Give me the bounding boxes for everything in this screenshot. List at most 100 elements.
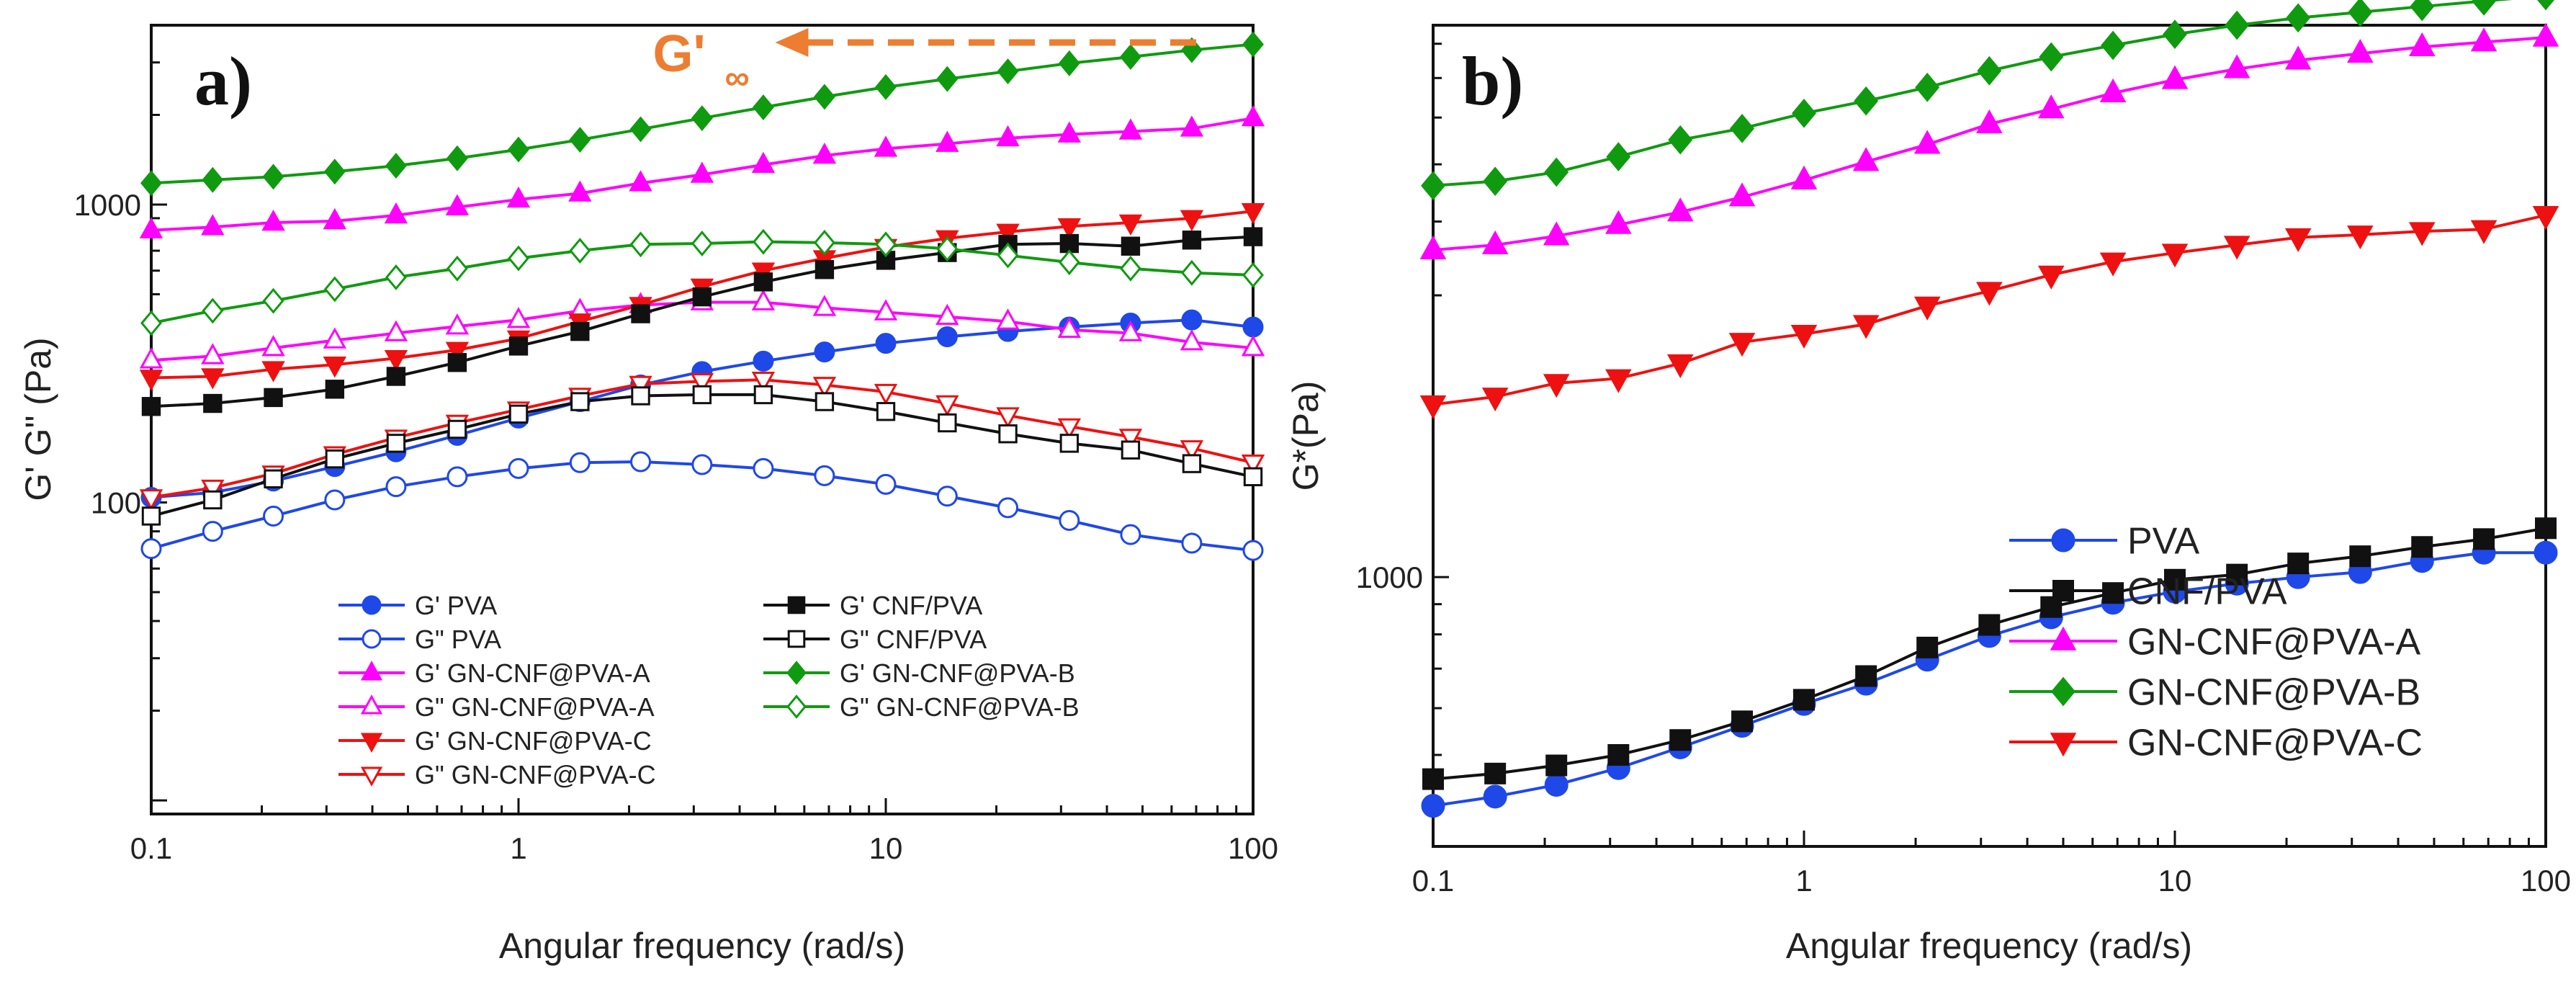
panel-b-data-point <box>1484 762 1507 784</box>
panel-b-data-point <box>2410 0 2435 22</box>
panel-a-data-point <box>1180 37 1203 63</box>
panel-b-data-point <box>1916 636 1939 658</box>
panel-b-data-point <box>1854 86 1879 116</box>
panel-a-data-point <box>814 465 835 486</box>
panel-a-data-point <box>262 164 284 190</box>
panel-a-data-point <box>508 457 529 479</box>
panel-b-data-point <box>2470 220 2498 244</box>
panel-a-data-point <box>936 66 959 92</box>
panel-a-data-point <box>875 473 897 495</box>
panel-a-data-point <box>1241 104 1265 127</box>
panel-a-data-point <box>998 424 1018 444</box>
panel-b-data-point <box>1852 147 1880 171</box>
panel-a-data-point <box>814 392 835 411</box>
panel-a-data-point <box>139 347 163 369</box>
panel-a-data-point <box>386 434 406 453</box>
panel-a-data-point <box>936 326 958 347</box>
panel-a-data-point <box>323 158 346 185</box>
panel-b-data-point <box>2225 10 2250 40</box>
panel-a-data-point <box>1241 335 1265 357</box>
panel-a-data-point <box>325 449 345 469</box>
panel-b-legend-label: GN-CNF@PVA-C <box>2127 723 2423 764</box>
panel-a-data-point <box>1057 218 1082 240</box>
panel-a-data-point <box>447 419 467 439</box>
panel-a-data-point <box>570 392 590 411</box>
panel-b-legend-item: PVA <box>2009 521 2200 563</box>
panel-a-data-point <box>996 407 1020 429</box>
panel-b-legend-marker <box>2051 528 2075 553</box>
panel-b-data-point <box>1421 171 1445 201</box>
panel-b-x-axis-label: Angular frequency (rad/s) <box>1786 926 2192 966</box>
panel-b-data-point <box>1419 395 1447 419</box>
panel-b-data-point <box>1668 125 1693 155</box>
panel-a-data-point <box>1118 429 1143 450</box>
panel-a-data-point <box>691 105 713 131</box>
panel-b-data-point <box>1852 315 1880 339</box>
panel-a-legend-label: G' GN-CNF@PVA-C <box>415 726 652 756</box>
panel-a-data-point <box>140 538 162 560</box>
panel-a-data-point <box>813 229 835 256</box>
panel-a-data-point <box>141 506 161 526</box>
panel-b-data-point <box>2099 252 2127 277</box>
panel-b-data-point <box>2532 22 2559 47</box>
panel-a-data-point <box>629 116 652 143</box>
panel-a-legend-label: G' PVA <box>415 591 497 620</box>
panel-b-data-point <box>1544 772 1569 797</box>
panel-a-data-point <box>323 327 347 349</box>
panel-b-data-point <box>1605 369 1632 393</box>
panel-a-data-point <box>1058 50 1080 76</box>
panel-a-legend-label: G" GN-CNF@PVA-C <box>415 760 656 790</box>
panel-a-data-point <box>323 276 346 303</box>
panel-a-data-point <box>1121 440 1141 460</box>
panel-a-data-point <box>264 388 283 408</box>
panel-a-data-point <box>446 466 468 488</box>
panel-a-data-point <box>201 479 225 501</box>
panel-a-data-point <box>814 260 835 279</box>
panel-a-data-point <box>935 130 959 152</box>
panel-a-data-point <box>201 214 225 236</box>
panel-a-data-point <box>751 151 776 174</box>
panel-a-data-point <box>629 170 652 192</box>
panel-a-data-point <box>1241 202 1265 225</box>
panel-b-data-point <box>1666 354 1694 378</box>
panel-a-data-point <box>384 320 408 341</box>
panel-a-data-point <box>446 255 468 282</box>
panel-a-data-point <box>1180 329 1204 351</box>
panel-b-series-gn-cnf-pva-c <box>1419 206 2559 419</box>
panel-b-data-point <box>1607 743 1630 766</box>
panel-b-data-point <box>1977 55 2002 86</box>
panel-b-y-tick-label: 1000 <box>1356 560 1423 594</box>
panel-b-data-point <box>1422 768 1444 790</box>
panel-b-data-point <box>1419 235 1447 259</box>
panel-a-x-tick-label: 10 <box>869 831 903 865</box>
panel-a-data-point <box>385 476 407 498</box>
panel-a-data-point <box>692 385 712 405</box>
panel-a-data-point <box>814 341 835 363</box>
panel-a-data-point <box>875 231 897 258</box>
panel-a-data-point <box>506 186 531 208</box>
g-infinity-annotation: G' ∞ <box>652 25 1196 97</box>
panel-a-data-point <box>1057 121 1082 143</box>
panel-b-data-point <box>1481 388 1509 412</box>
panel-b-x-tick-label: 100 <box>2521 864 2571 898</box>
panel-b-data-point <box>1730 113 1755 143</box>
panel-a-data-point <box>1119 255 1141 282</box>
panel-a-data-point <box>508 245 529 272</box>
panel-a-legend-marker <box>787 596 806 614</box>
panel-a-legend-label: G" PVA <box>415 625 501 654</box>
panel-a-data-point <box>139 217 163 238</box>
panel-a-data-point <box>202 298 224 324</box>
panel-a-data-point <box>201 343 225 364</box>
panel-b-x-ticks: 0.1 1 10 100 <box>1412 831 2571 898</box>
panel-b-data-point <box>1543 374 1570 398</box>
panel-a-data-point <box>1182 231 1202 250</box>
panel-a-label: a) <box>194 43 252 120</box>
panel-b-data-point <box>1978 614 2001 636</box>
panel-b-legend-label: GN-CNF@PVA-B <box>2127 672 2420 714</box>
panel-b: 1000 0.1 1 10 100 b) Angular frequency (rad… <box>1285 0 2571 966</box>
panel-b-data-point <box>2037 94 2065 119</box>
panel-a-data-point <box>261 361 285 383</box>
panel-b-data-point <box>2226 563 2248 586</box>
